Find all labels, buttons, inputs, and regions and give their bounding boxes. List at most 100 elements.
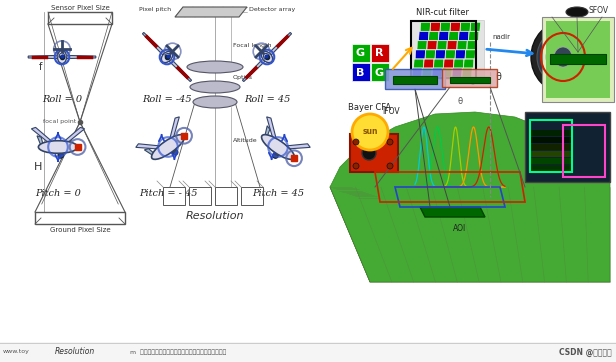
Polygon shape [434, 59, 444, 68]
Circle shape [387, 139, 393, 145]
Polygon shape [142, 33, 165, 55]
Text: Wavelength (nm): Wavelength (nm) [439, 192, 481, 197]
Ellipse shape [554, 47, 572, 67]
Polygon shape [455, 50, 466, 59]
Polygon shape [169, 59, 192, 81]
Polygon shape [37, 136, 44, 150]
Text: focal point: focal point [43, 119, 76, 125]
Polygon shape [431, 22, 440, 31]
Text: θ: θ [458, 97, 463, 106]
Bar [371, 44, 389, 62]
Polygon shape [459, 31, 469, 40]
Bar [241, 187, 263, 205]
Text: R: R [375, 49, 384, 59]
Circle shape [264, 54, 269, 59]
Polygon shape [465, 50, 476, 59]
Polygon shape [440, 22, 450, 31]
Polygon shape [414, 59, 424, 68]
Polygon shape [439, 31, 448, 40]
Bar [410, 20, 484, 79]
Polygon shape [424, 59, 434, 68]
Text: Pitch = 0: Pitch = 0 [35, 189, 81, 198]
Polygon shape [453, 59, 464, 68]
Polygon shape [436, 50, 445, 59]
Bar [442, 69, 497, 87]
Text: f: f [39, 62, 42, 72]
Polygon shape [462, 68, 472, 77]
Ellipse shape [546, 38, 580, 76]
Circle shape [58, 153, 63, 158]
Circle shape [387, 163, 393, 169]
Text: IFOV: IFOV [383, 108, 400, 117]
Polygon shape [442, 68, 452, 77]
Polygon shape [469, 31, 479, 40]
Text: B: B [513, 125, 516, 130]
Polygon shape [425, 50, 436, 59]
Polygon shape [448, 31, 459, 40]
Bar [531, 144, 571, 150]
Text: Pitch = - 45: Pitch = - 45 [139, 189, 197, 198]
Text: G: G [513, 134, 517, 139]
Bar [450, 77, 490, 83]
Text: FOV: FOV [540, 127, 556, 136]
Polygon shape [282, 144, 310, 150]
Ellipse shape [187, 61, 243, 73]
Bar [531, 165, 571, 171]
Bar [189, 187, 211, 205]
Text: G: G [375, 67, 384, 77]
Bar [550, 54, 606, 64]
Text: θ: θ [495, 72, 501, 82]
Ellipse shape [262, 135, 294, 159]
Polygon shape [31, 127, 55, 147]
Bar [0, 343, 616, 344]
Text: B: B [356, 67, 365, 77]
Text: Altitude: Altitude [233, 138, 257, 143]
Text: Pixel pitch: Pixel pitch [139, 8, 171, 13]
Polygon shape [445, 50, 455, 59]
Polygon shape [175, 7, 247, 17]
Bar [531, 130, 571, 136]
Bar [163, 187, 185, 205]
Circle shape [59, 53, 65, 58]
Polygon shape [444, 59, 454, 68]
Circle shape [172, 150, 178, 155]
Text: sun: sun [362, 127, 378, 136]
Bar [350, 134, 398, 172]
Text: Resolution: Resolution [186, 211, 245, 221]
Text: θ: θ [469, 77, 475, 87]
Ellipse shape [566, 7, 588, 17]
Polygon shape [467, 41, 477, 50]
Text: Roll = -45: Roll = -45 [142, 95, 192, 104]
Ellipse shape [38, 141, 78, 153]
Polygon shape [267, 117, 277, 144]
Bar [563, 125, 605, 177]
Polygon shape [412, 68, 422, 77]
Circle shape [353, 163, 359, 169]
Bar [352, 44, 370, 62]
Polygon shape [464, 59, 474, 68]
Polygon shape [437, 41, 447, 50]
Text: Resolution: Resolution [55, 348, 95, 357]
Text: Sensor Pixel Size: Sensor Pixel Size [51, 5, 110, 11]
Circle shape [165, 54, 171, 59]
Text: NIR-cut filter: NIR-cut filter [416, 8, 469, 17]
Ellipse shape [152, 135, 184, 159]
Bar [411, 21, 476, 78]
Text: CSDN @夏日恋雨: CSDN @夏日恋雨 [559, 348, 612, 357]
Text: Ground Pixel Size: Ground Pixel Size [50, 227, 110, 233]
Text: Bayer CFA: Bayer CFA [349, 103, 392, 112]
Polygon shape [471, 22, 480, 31]
Ellipse shape [57, 51, 67, 63]
Text: G: G [356, 49, 365, 59]
Polygon shape [417, 41, 427, 50]
Polygon shape [432, 68, 442, 77]
Text: RE: RE [513, 143, 519, 147]
Polygon shape [28, 55, 57, 59]
Polygon shape [427, 41, 437, 50]
Polygon shape [429, 31, 439, 40]
Bar [393, 76, 437, 84]
Polygon shape [136, 144, 164, 150]
Bar [0, 342, 616, 362]
Polygon shape [243, 59, 265, 81]
Polygon shape [61, 127, 84, 147]
